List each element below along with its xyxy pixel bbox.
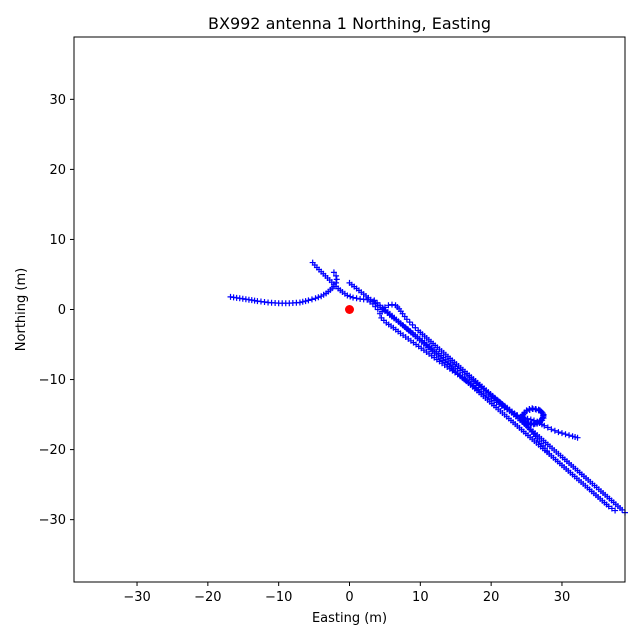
x-tick-label: 20	[483, 590, 500, 605]
track-point	[608, 505, 615, 512]
track-point	[302, 298, 309, 305]
track-point	[544, 424, 551, 431]
track-point	[406, 319, 413, 326]
y-tick-label: −10	[39, 373, 66, 388]
x-tick-label: 10	[412, 590, 429, 605]
track-point	[539, 417, 546, 424]
track-point	[541, 422, 548, 429]
track-point	[558, 430, 565, 437]
y-axis-label: Northing (m)	[14, 268, 29, 351]
track-point	[315, 294, 322, 301]
track-point	[555, 429, 562, 436]
track-point	[537, 407, 544, 414]
y-tick-label: −30	[39, 513, 66, 528]
track-point	[296, 299, 303, 306]
track-point	[539, 414, 546, 421]
x-tick-label: −30	[123, 590, 150, 605]
track-point	[619, 506, 626, 513]
track-point	[385, 302, 392, 309]
track-point	[388, 301, 395, 308]
y-tick-label: 0	[58, 303, 66, 318]
track-markers	[227, 259, 628, 516]
x-tick-label: −10	[265, 590, 292, 605]
track-point	[312, 295, 319, 302]
track-point	[513, 412, 520, 419]
x-tick-label: −20	[194, 590, 221, 605]
track-point	[562, 431, 569, 438]
origin-point	[345, 305, 354, 314]
track-point	[308, 296, 315, 303]
track-point	[305, 297, 312, 304]
y-tick-label: 30	[49, 93, 66, 108]
y-axis-ticks: −30 −20 −10 0 10 20 30	[39, 93, 74, 528]
track-point	[548, 426, 555, 433]
track-point	[409, 321, 416, 328]
track-point	[566, 432, 573, 439]
track-point	[605, 503, 612, 510]
track-point	[344, 292, 351, 299]
x-tick-label: 0	[345, 590, 353, 605]
y-tick-label: 20	[49, 163, 66, 178]
track-point	[574, 434, 581, 441]
x-tick-label: 30	[554, 590, 571, 605]
track-point	[333, 276, 340, 283]
track-point	[353, 295, 360, 302]
plot-area	[227, 259, 628, 516]
track-point	[347, 293, 354, 300]
track-point	[403, 316, 410, 323]
x-axis-label: Easting (m)	[312, 611, 387, 626]
track-point	[350, 294, 357, 301]
y-tick-label: −20	[39, 443, 66, 458]
track-point	[412, 324, 419, 331]
track-point	[612, 507, 619, 514]
y-tick-label: 10	[49, 233, 66, 248]
track-point	[551, 427, 558, 434]
chart-title: BX992 antenna 1 Northing, Easting	[208, 14, 491, 33]
x-axis-ticks: −30 −20 −10 0 10 20 30	[123, 582, 570, 605]
track-point	[330, 269, 337, 276]
track-point	[333, 272, 340, 279]
track-point	[299, 298, 306, 305]
